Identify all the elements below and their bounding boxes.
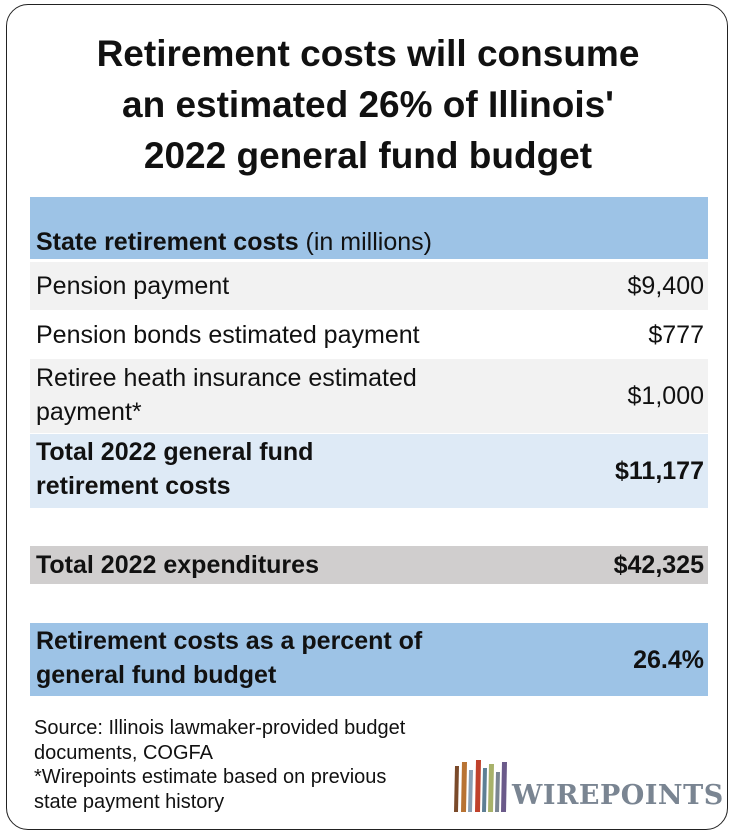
row-label-line-2: payment* <box>36 398 142 426</box>
table-row-total-expenditures: Total 2022 expenditures $42,325 <box>30 546 708 584</box>
table-header-row: State retirement costs (in millions) <box>30 197 708 259</box>
row-label: Total 2022 expenditures <box>36 551 319 579</box>
wirepoints-logo-bars-icon <box>454 760 507 812</box>
table-row-pension-bonds: Pension bonds estimated payment $777 <box>30 312 708 358</box>
title-line-3: 2022 general fund budget <box>143 135 593 176</box>
source-line-2: documents, COGFA <box>34 741 213 764</box>
row-label: Retirement costs as a percent of general… <box>36 624 422 692</box>
title-line-1: Retirement costs will consume <box>96 33 640 74</box>
row-label: Pension bonds estimated payment <box>36 321 420 349</box>
table-row-retirement-percent: Retirement costs as a percent of general… <box>30 623 708 696</box>
row-value: $1,000 <box>627 382 704 410</box>
table-header-unit: (in millions) <box>298 228 432 256</box>
table-row-total-retirement: Total 2022 general fund retirement costs… <box>30 434 708 508</box>
row-value: $777 <box>648 321 704 349</box>
row-value: $42,325 <box>613 551 704 579</box>
wirepoints-logo: WIREPOINTS <box>452 758 723 814</box>
table-header-title: State retirement costs <box>36 228 299 256</box>
row-label: Pension payment <box>36 272 230 300</box>
row-label-line-2: retirement costs <box>36 472 231 500</box>
table-header-label: State retirement costs (in millions) <box>36 225 432 259</box>
table-row-pension-payment: Pension payment $9,400 <box>30 262 708 310</box>
source-line-3: *Wirepoints estimate based on previous <box>34 766 387 788</box>
page-title: Retirement costs will consume an estimat… <box>0 28 736 181</box>
row-label-line-1: Retiree heath insurance estimated <box>36 364 417 392</box>
table-row-retiree-health: Retiree heath insurance estimated paymen… <box>30 359 708 433</box>
row-label: Total 2022 general fund retirement costs <box>36 435 313 503</box>
row-value: 26.4% <box>633 646 704 674</box>
source-note: Source: Illinois lawmaker-provided budge… <box>34 716 405 814</box>
wirepoints-logo-text: WIREPOINTS <box>512 780 724 811</box>
source-line-4: state payment history <box>34 790 225 813</box>
row-value: $11,177 <box>615 457 704 485</box>
row-label-line-1: Total 2022 general fund <box>36 438 314 466</box>
row-label-line-1: Retirement costs as a percent of <box>36 627 423 655</box>
title-line-2: an estimated 26% of Illinois' <box>122 84 614 125</box>
row-label-line-2: general fund budget <box>36 661 277 689</box>
row-label: Retiree heath insurance estimated paymen… <box>36 361 417 429</box>
row-value: $9,400 <box>627 272 704 300</box>
source-line-1: Source: Illinois lawmaker-provided budge… <box>34 717 406 739</box>
